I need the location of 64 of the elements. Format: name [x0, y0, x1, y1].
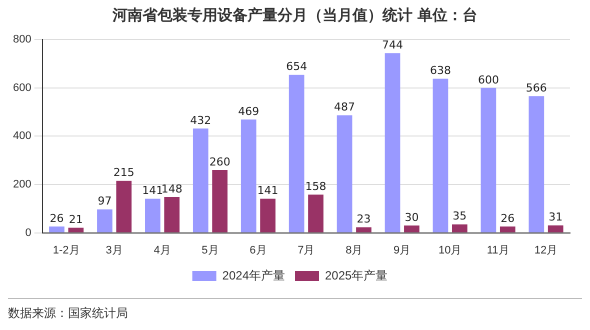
data-label: 638 [430, 64, 451, 78]
x-tick-label: 3月 [106, 244, 123, 256]
bar [49, 226, 64, 232]
data-label: 487 [334, 100, 356, 114]
data-label: 432 [190, 114, 212, 127]
bar [97, 209, 112, 232]
data-label: 654 [286, 60, 308, 74]
data-label: 30 [404, 210, 419, 224]
bar [260, 198, 276, 232]
bar [356, 227, 372, 232]
data-label: 141 [257, 184, 278, 198]
data-label: 158 [305, 180, 326, 193]
bar [212, 170, 228, 232]
bar [528, 96, 544, 232]
data-label: 35 [452, 210, 467, 223]
data-label: 566 [526, 81, 547, 94]
data-label: 148 [161, 182, 182, 196]
data-label: 744 [382, 38, 404, 52]
bar [480, 88, 496, 232]
bar [548, 225, 564, 232]
x-tick-label: 12月 [534, 244, 558, 256]
x-tick-label: 11月 [486, 244, 510, 256]
data-label: 141 [142, 184, 164, 198]
x-tick-label: 9月 [394, 244, 411, 256]
bar [384, 53, 400, 232]
x-tick-label: 10月 [438, 244, 462, 256]
data-label: 215 [113, 166, 134, 180]
x-tick-label: 5月 [202, 244, 219, 256]
y-tick-label: 800 [12, 34, 32, 46]
data-label: 21 [68, 213, 83, 226]
x-tick-label: 4月 [154, 244, 171, 256]
bar [164, 197, 180, 232]
bar [145, 198, 160, 232]
bar [336, 115, 352, 232]
data-label: 26 [50, 212, 64, 225]
bar [432, 78, 448, 232]
data-label: 23 [356, 212, 371, 226]
chart-title: 河南省包装专用设备产量分月（当月值）统计 单位：台 [111, 6, 479, 25]
bar [68, 228, 84, 232]
x-tick-label: 6月 [250, 244, 267, 256]
bar [116, 180, 132, 232]
data-label: 31 [548, 210, 563, 224]
x-tick-label: 7月 [298, 244, 315, 256]
x-tick-label: 1-2月 [52, 244, 80, 256]
legend-label: 2024年产量 [222, 268, 286, 282]
bar [192, 128, 208, 232]
bar [452, 224, 468, 232]
data-label: 97 [98, 194, 112, 208]
legend-label: 2025年产量 [325, 268, 388, 282]
bar [308, 194, 324, 232]
y-tick-label: 0 [25, 226, 32, 239]
bar [404, 226, 420, 232]
source-note: 数据来源：国家统计局 [8, 298, 582, 322]
data-label: 260 [209, 155, 230, 168]
y-tick-label: 200 [12, 178, 32, 191]
data-label: 469 [238, 104, 260, 118]
bar [500, 226, 516, 232]
y-tick-label: 600 [12, 82, 32, 94]
data-label: 26 [500, 212, 515, 225]
bar [240, 120, 256, 232]
bar [288, 74, 304, 232]
y-tick-label: 400 [12, 130, 32, 142]
data-label: 600 [478, 73, 499, 86]
x-tick-label: 8月 [346, 244, 363, 256]
